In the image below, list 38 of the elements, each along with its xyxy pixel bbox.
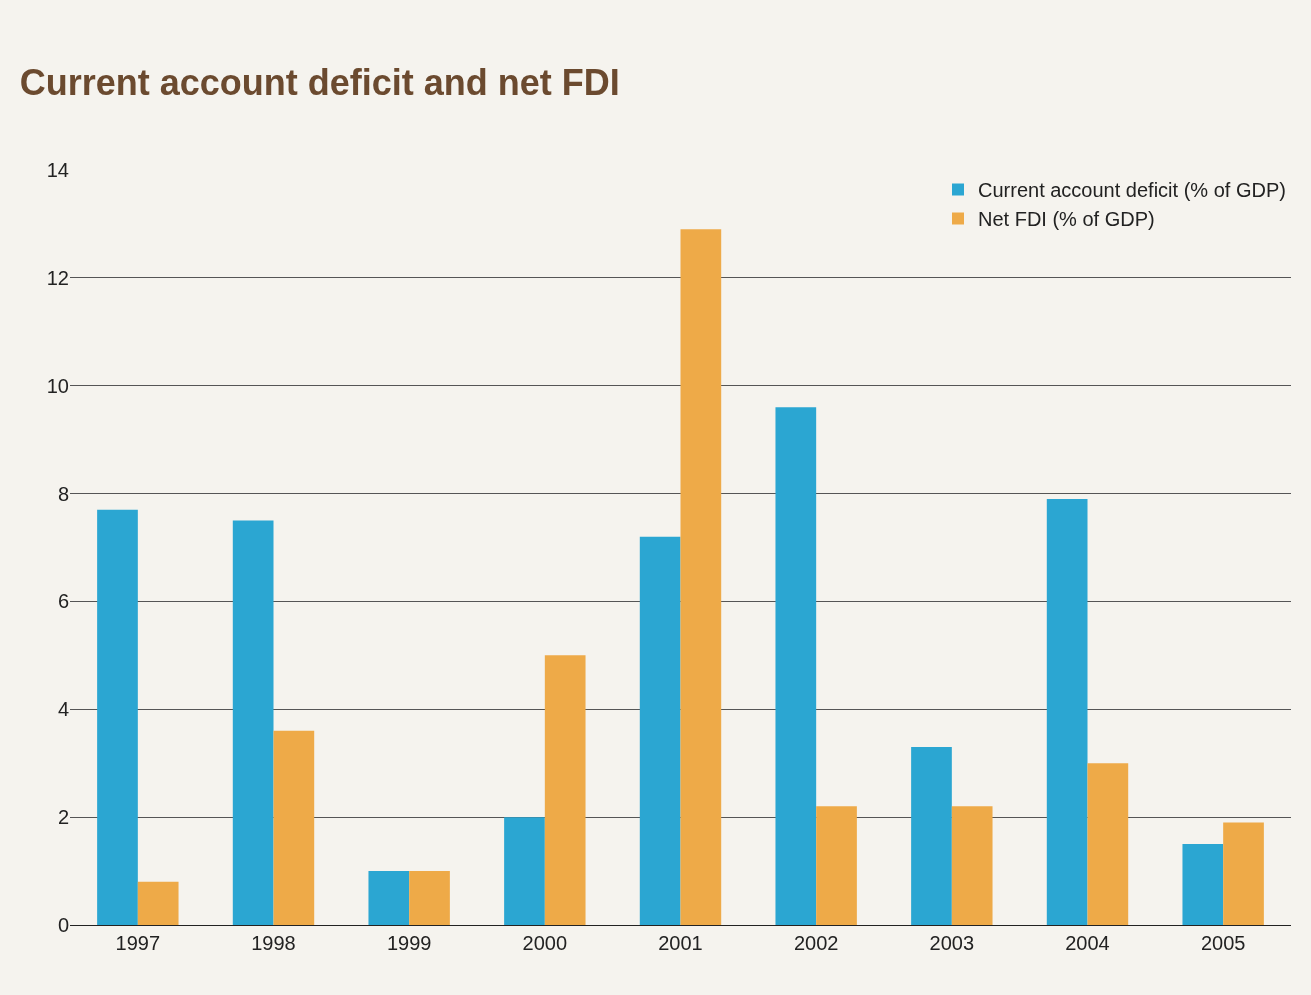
- bar: [680, 229, 722, 925]
- bar: [137, 881, 179, 925]
- y-tick-label: 8: [57, 482, 69, 505]
- x-tick-label: 2003: [929, 932, 975, 954]
- x-tick-label: 2005: [1200, 932, 1246, 954]
- x-tick-label: 1998: [251, 932, 296, 954]
- legend-label: Current account deficit (% of GDP): [978, 179, 1286, 202]
- x-tick-label: 2001: [658, 932, 703, 954]
- bar: [544, 655, 586, 925]
- bar: [1087, 763, 1129, 925]
- bar: [97, 509, 138, 925]
- x-tick-label: 2000: [522, 932, 568, 954]
- bar: [368, 871, 410, 925]
- x-tick-label: 1999: [386, 932, 432, 954]
- bar: [1182, 844, 1224, 925]
- bar: [639, 536, 681, 925]
- x-tick-label: 1997: [115, 932, 161, 954]
- y-tick-label: 6: [57, 590, 69, 613]
- y-tick-label: 2: [57, 806, 69, 829]
- y-tick-label: 4: [57, 698, 69, 721]
- y-tick-label: 10: [46, 374, 69, 397]
- x-tick-label: 2004: [1065, 932, 1110, 954]
- bar: [951, 806, 993, 925]
- y-tick-label: 14: [46, 159, 69, 181]
- chart-title: Current account deficit and net FDI: [19, 61, 620, 103]
- bar: [1046, 498, 1088, 925]
- y-tick-label: 12: [46, 266, 69, 289]
- bar: [504, 817, 545, 925]
- x-tick-label: 2002: [793, 932, 839, 954]
- bar: [911, 747, 952, 925]
- bar: [409, 871, 450, 925]
- legend-label: Net FDI (% of GDP): [978, 208, 1155, 231]
- y-tick-label: 0: [57, 914, 69, 936]
- bar: [816, 806, 857, 925]
- bar: [775, 407, 817, 925]
- bar: [232, 520, 274, 925]
- bar: [1223, 822, 1264, 925]
- bar: [273, 730, 315, 925]
